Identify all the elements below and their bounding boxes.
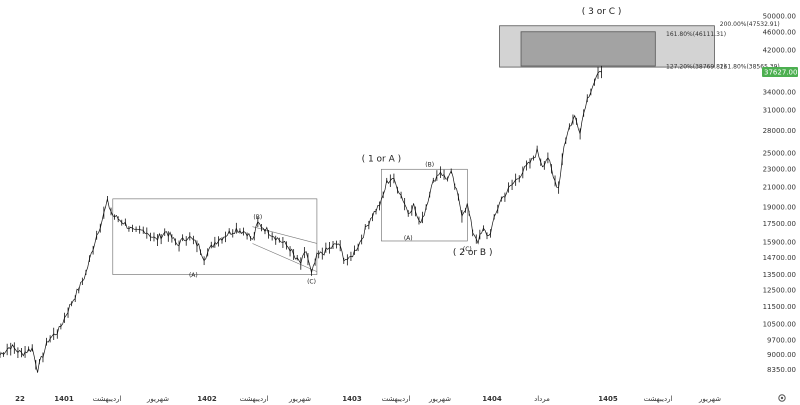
x-tick-label: شهریور: [698, 395, 721, 403]
y-tick-label: 19000.00: [763, 204, 796, 212]
settings-icon[interactable]: [778, 394, 786, 402]
price-series: [0, 65, 602, 373]
y-tick-label: 31000.00: [763, 107, 796, 115]
wave-label: (B): [425, 162, 434, 169]
y-tick-label: 23000.00: [763, 166, 796, 174]
fib-label: 200.00%(47532.91): [720, 21, 780, 28]
wave-label: (A): [189, 272, 198, 279]
y-tick-label: 50000.00: [763, 12, 796, 20]
x-tick-label: 1404: [482, 395, 502, 403]
y-tick-label: 9000.00: [767, 351, 796, 359]
x-tick-label: اردیبهشت: [644, 395, 673, 403]
x-axis[interactable]: 22 1401 اردیبهشت شهریور 1402 اردیبهشت شهریور 14…: [15, 395, 721, 403]
fib-label: 127.20%(38769.82): [666, 64, 726, 71]
last-price-badge: [762, 66, 798, 77]
y-tick-label: 12500.00: [763, 286, 796, 294]
x-tick-label: مرداد: [534, 395, 550, 403]
wave-label: (A): [404, 235, 413, 242]
y-tick-label: 14700.00: [763, 254, 796, 262]
fib-label: 161.80%(38565.39): [720, 64, 780, 71]
x-tick-label: شهریور: [146, 395, 169, 403]
y-tick-label: 9700.00: [767, 336, 796, 344]
last-price-value: 37627.00: [764, 68, 797, 76]
x-tick-label: اردیبهشت: [382, 395, 411, 403]
y-tick-label: 25000.00: [763, 149, 796, 157]
wave-label: (C): [463, 246, 472, 253]
wave-label: ( 3 or C ): [582, 7, 622, 17]
y-tick-label: 42000.00: [763, 47, 796, 55]
x-tick-label: 1402: [197, 395, 217, 403]
wave-label: ( 1 or A ): [362, 155, 402, 165]
trendlines[interactable]: [252, 226, 318, 272]
y-tick-label: 10500.00: [763, 321, 796, 329]
wave-labels: (B) (A) (C) (B) (A) (C) ( 1 or A ) ( 2 or B ) ( …: [189, 7, 621, 286]
y-tick-label: 46000.00: [763, 29, 796, 37]
y-tick-label: 15900.00: [763, 239, 796, 247]
fib-label: 161.80%(46111.31): [666, 31, 726, 38]
trendline[interactable]: [252, 226, 317, 244]
wave-label: ( 2 or B ): [453, 248, 493, 258]
x-tick-label: 1403: [342, 395, 362, 403]
x-tick-label: 22: [15, 395, 25, 403]
x-tick-label: شهریور: [288, 395, 311, 403]
y-tick-label: 13500.00: [763, 271, 796, 279]
wave-label: (B): [253, 214, 262, 221]
y-tick-label: 21000.00: [763, 184, 796, 192]
y-tick-label: 8350.00: [767, 366, 796, 374]
y-tick-label: 28000.00: [763, 127, 796, 135]
trendline[interactable]: [252, 243, 318, 272]
fib-inner-zone[interactable]: [520, 31, 656, 67]
y-tick-label: 11500.00: [763, 303, 796, 311]
fibonacci-zone[interactable]: 200.00%(47532.91) 161.80%(46111.31) 127.20…: [499, 21, 780, 71]
y-tick-label: 34000.00: [763, 88, 796, 96]
correction-box[interactable]: [112, 198, 318, 275]
x-tick-label: اردیبهشت: [93, 395, 122, 403]
x-tick-label: 1401: [54, 395, 74, 403]
wave-label: (C): [307, 279, 316, 286]
last-price-tag: 37627.00: [762, 66, 798, 77]
x-tick-label: اردیبهشت: [240, 395, 269, 403]
y-tick-label: 17500.00: [763, 220, 796, 228]
x-tick-label: شهریور: [428, 395, 451, 403]
x-tick-label: 1405: [598, 395, 618, 403]
